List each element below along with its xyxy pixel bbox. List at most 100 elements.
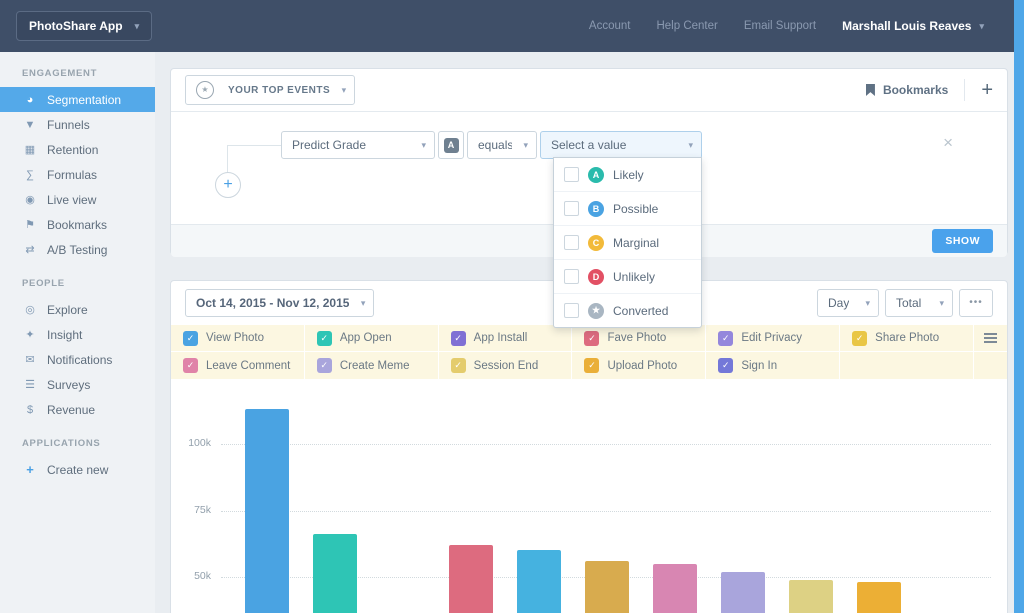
filter-row: Predict Grade ▾ A equals ▾ Select a valu… — [281, 131, 702, 159]
filter-value-dropdown[interactable]: Select a value ▾ — [540, 131, 702, 159]
checkbox-checked[interactable]: ✓ — [584, 330, 600, 346]
filter-operator-dropdown[interactable]: equals ▾ — [467, 131, 537, 159]
checkbox-unchecked[interactable] — [564, 167, 579, 182]
event-legend: ✓ View Photo ✓ App Open ✓ App Install ✓ … — [171, 325, 1007, 379]
checkbox-unchecked[interactable] — [564, 235, 579, 250]
interval-dropdown[interactable]: Day ▾ — [817, 289, 879, 317]
chevron-down-icon: ▾ — [865, 298, 870, 308]
sidebar-item-insight[interactable]: ✦ Insight — [0, 322, 155, 347]
legend-reorder-button[interactable] — [973, 325, 1007, 352]
sidebar-item-bookmarks[interactable]: ⚑ Bookmarks — [0, 212, 155, 237]
checkbox-unchecked[interactable] — [564, 201, 579, 216]
chevron-down-icon: ▾ — [688, 140, 693, 150]
filter-builder: + Predict Grade ▾ A equals ▾ Select a va… — [171, 112, 1007, 224]
date-range-dropdown[interactable]: Oct 14, 2015 - Nov 12, 2015 ▾ — [185, 289, 375, 317]
nav-help-center[interactable]: Help Center — [656, 20, 718, 32]
scrollbar[interactable] — [1014, 0, 1024, 613]
legend-item-view-photo[interactable]: ✓ View Photo — [171, 325, 305, 352]
nav-account[interactable]: Account — [588, 20, 631, 32]
sidebar-item-funnels[interactable]: ▼ Funnels — [0, 112, 155, 137]
revenue-icon: $ — [26, 403, 34, 416]
bar[interactable] — [721, 572, 765, 613]
bar[interactable] — [313, 534, 357, 613]
sidebar-item-retention[interactable]: ▦ Retention — [0, 137, 155, 162]
checkbox-checked[interactable]: ✓ — [718, 358, 734, 373]
sidebar-item-live-view[interactable]: ◉ Live view — [0, 187, 155, 212]
dropdown-option-likely[interactable]: A Likely — [554, 158, 701, 192]
bookmarks-label: Bookmarks — [882, 83, 949, 97]
bar[interactable] — [245, 409, 289, 613]
report-panel-header: Oct 14, 2015 - Nov 12, 2015 ▾ Day ▾ Tota… — [171, 281, 1007, 325]
bookmarks-button[interactable]: Bookmarks — [865, 83, 949, 97]
legend-item-edit-privacy[interactable]: ✓ Edit Privacy — [706, 325, 841, 352]
checkbox-checked[interactable]: ✓ — [450, 358, 466, 373]
bar[interactable] — [585, 561, 629, 613]
checkbox-unchecked[interactable] — [564, 303, 579, 318]
legend-item-create-meme[interactable]: ✓ Create Meme — [305, 352, 439, 379]
legend-item-app-install[interactable]: ✓ App Install — [438, 325, 573, 352]
sidebar-item-label: Insight — [47, 327, 83, 342]
show-button[interactable]: SHOW — [932, 229, 993, 253]
remove-filter-icon[interactable]: × — [943, 133, 953, 152]
ab-testing-icon: ⇄ — [25, 244, 35, 256]
checkbox-checked[interactable]: ✓ — [584, 358, 600, 373]
legend-item-session-end[interactable]: ✓ Session End — [439, 352, 573, 379]
sidebar-item-formulas[interactable]: ∑ Formulas — [0, 162, 155, 187]
bar[interactable] — [517, 550, 561, 613]
legend-item-sign-in[interactable]: ✓ Sign In — [706, 352, 841, 379]
sidebar-item-label: Funnels — [47, 117, 90, 132]
dropdown-option-unlikely[interactable]: D Unlikely — [554, 260, 701, 294]
bar[interactable] — [653, 564, 697, 613]
sidebar-item-ab-testing[interactable]: ⇄ A/B Testing — [0, 237, 155, 262]
checkbox-unchecked[interactable] — [564, 269, 579, 284]
legend-item-upload-photo[interactable]: ✓ Upload Photo — [572, 352, 707, 379]
filter-property-dropdown[interactable]: Predict Grade ▾ — [281, 131, 435, 159]
sidebar-item-explore[interactable]: ◎ Explore — [0, 297, 155, 322]
sidebar-item-create-new[interactable]: + Create new — [0, 457, 155, 482]
surveys-icon: ☰ — [25, 379, 35, 391]
header-actions: Bookmarks + — [865, 79, 993, 101]
app-selector-label: PhotoShare App — [29, 19, 123, 33]
sidebar-item-label: Formulas — [47, 167, 98, 182]
bar[interactable] — [449, 545, 493, 613]
sidebar-item-segmentation[interactable]: ◕ Segmentation — [0, 87, 155, 112]
legend-item-app-open[interactable]: ✓ App Open — [304, 325, 439, 352]
bar[interactable] — [857, 582, 901, 613]
sidebar-item-notifications[interactable]: ✉ Notifications — [0, 347, 155, 372]
add-report-button[interactable]: + — [981, 79, 993, 101]
checkbox-checked[interactable]: ✓ — [316, 358, 332, 373]
checkbox-checked[interactable]: ✓ — [450, 330, 466, 346]
nav-email-support[interactable]: Email Support — [743, 20, 817, 32]
property-type-button[interactable]: A — [438, 131, 464, 159]
divider — [964, 79, 966, 101]
aggregation-dropdown[interactable]: Total ▾ — [885, 289, 953, 317]
legend-item-empty — [840, 352, 974, 379]
bar[interactable] — [789, 580, 833, 613]
top-events-dropdown[interactable]: ★ YOUR TOP EVENTS ▾ — [185, 75, 356, 105]
checkbox-checked[interactable]: ✓ — [316, 330, 332, 346]
checkbox-checked[interactable]: ✓ — [718, 330, 734, 346]
chevron-down-icon: ▾ — [134, 20, 140, 31]
dropdown-option-possible[interactable]: B Possible — [554, 192, 701, 226]
property-type-badge: A — [443, 137, 459, 153]
user-menu[interactable]: Marshall Louis Reaves ▾ — [842, 19, 984, 33]
dropdown-option-converted[interactable]: ★ Converted — [554, 294, 701, 327]
legend-item-share-photo[interactable]: ✓ Share Photo — [840, 325, 974, 352]
sidebar-item-surveys[interactable]: ☰ Surveys — [0, 372, 155, 397]
sidebar-item-label: Explore — [47, 302, 88, 317]
dropdown-option-marginal[interactable]: C Marginal — [554, 226, 701, 260]
checkbox-checked[interactable]: ✓ — [852, 330, 868, 346]
checkbox-checked[interactable]: ✓ — [183, 358, 198, 373]
y-axis-tick-label: 50k — [194, 570, 211, 582]
notifications-icon: ✉ — [25, 354, 35, 366]
app-selector[interactable]: PhotoShare App ▾ — [16, 11, 153, 41]
retention-icon: ▦ — [24, 144, 36, 156]
legend-item-leave-comment[interactable]: ✓ Leave Comment — [171, 352, 305, 379]
bar-chart: 100k 75k 50k — [171, 379, 1007, 613]
checkbox-checked[interactable]: ✓ — [183, 330, 198, 346]
sidebar-item-revenue[interactable]: $ Revenue — [0, 397, 155, 422]
add-filter-button[interactable]: + — [215, 172, 241, 198]
more-options-button[interactable]: ••• — [959, 289, 993, 317]
legend-item-fave-photo[interactable]: ✓ Fave Photo — [572, 325, 707, 352]
